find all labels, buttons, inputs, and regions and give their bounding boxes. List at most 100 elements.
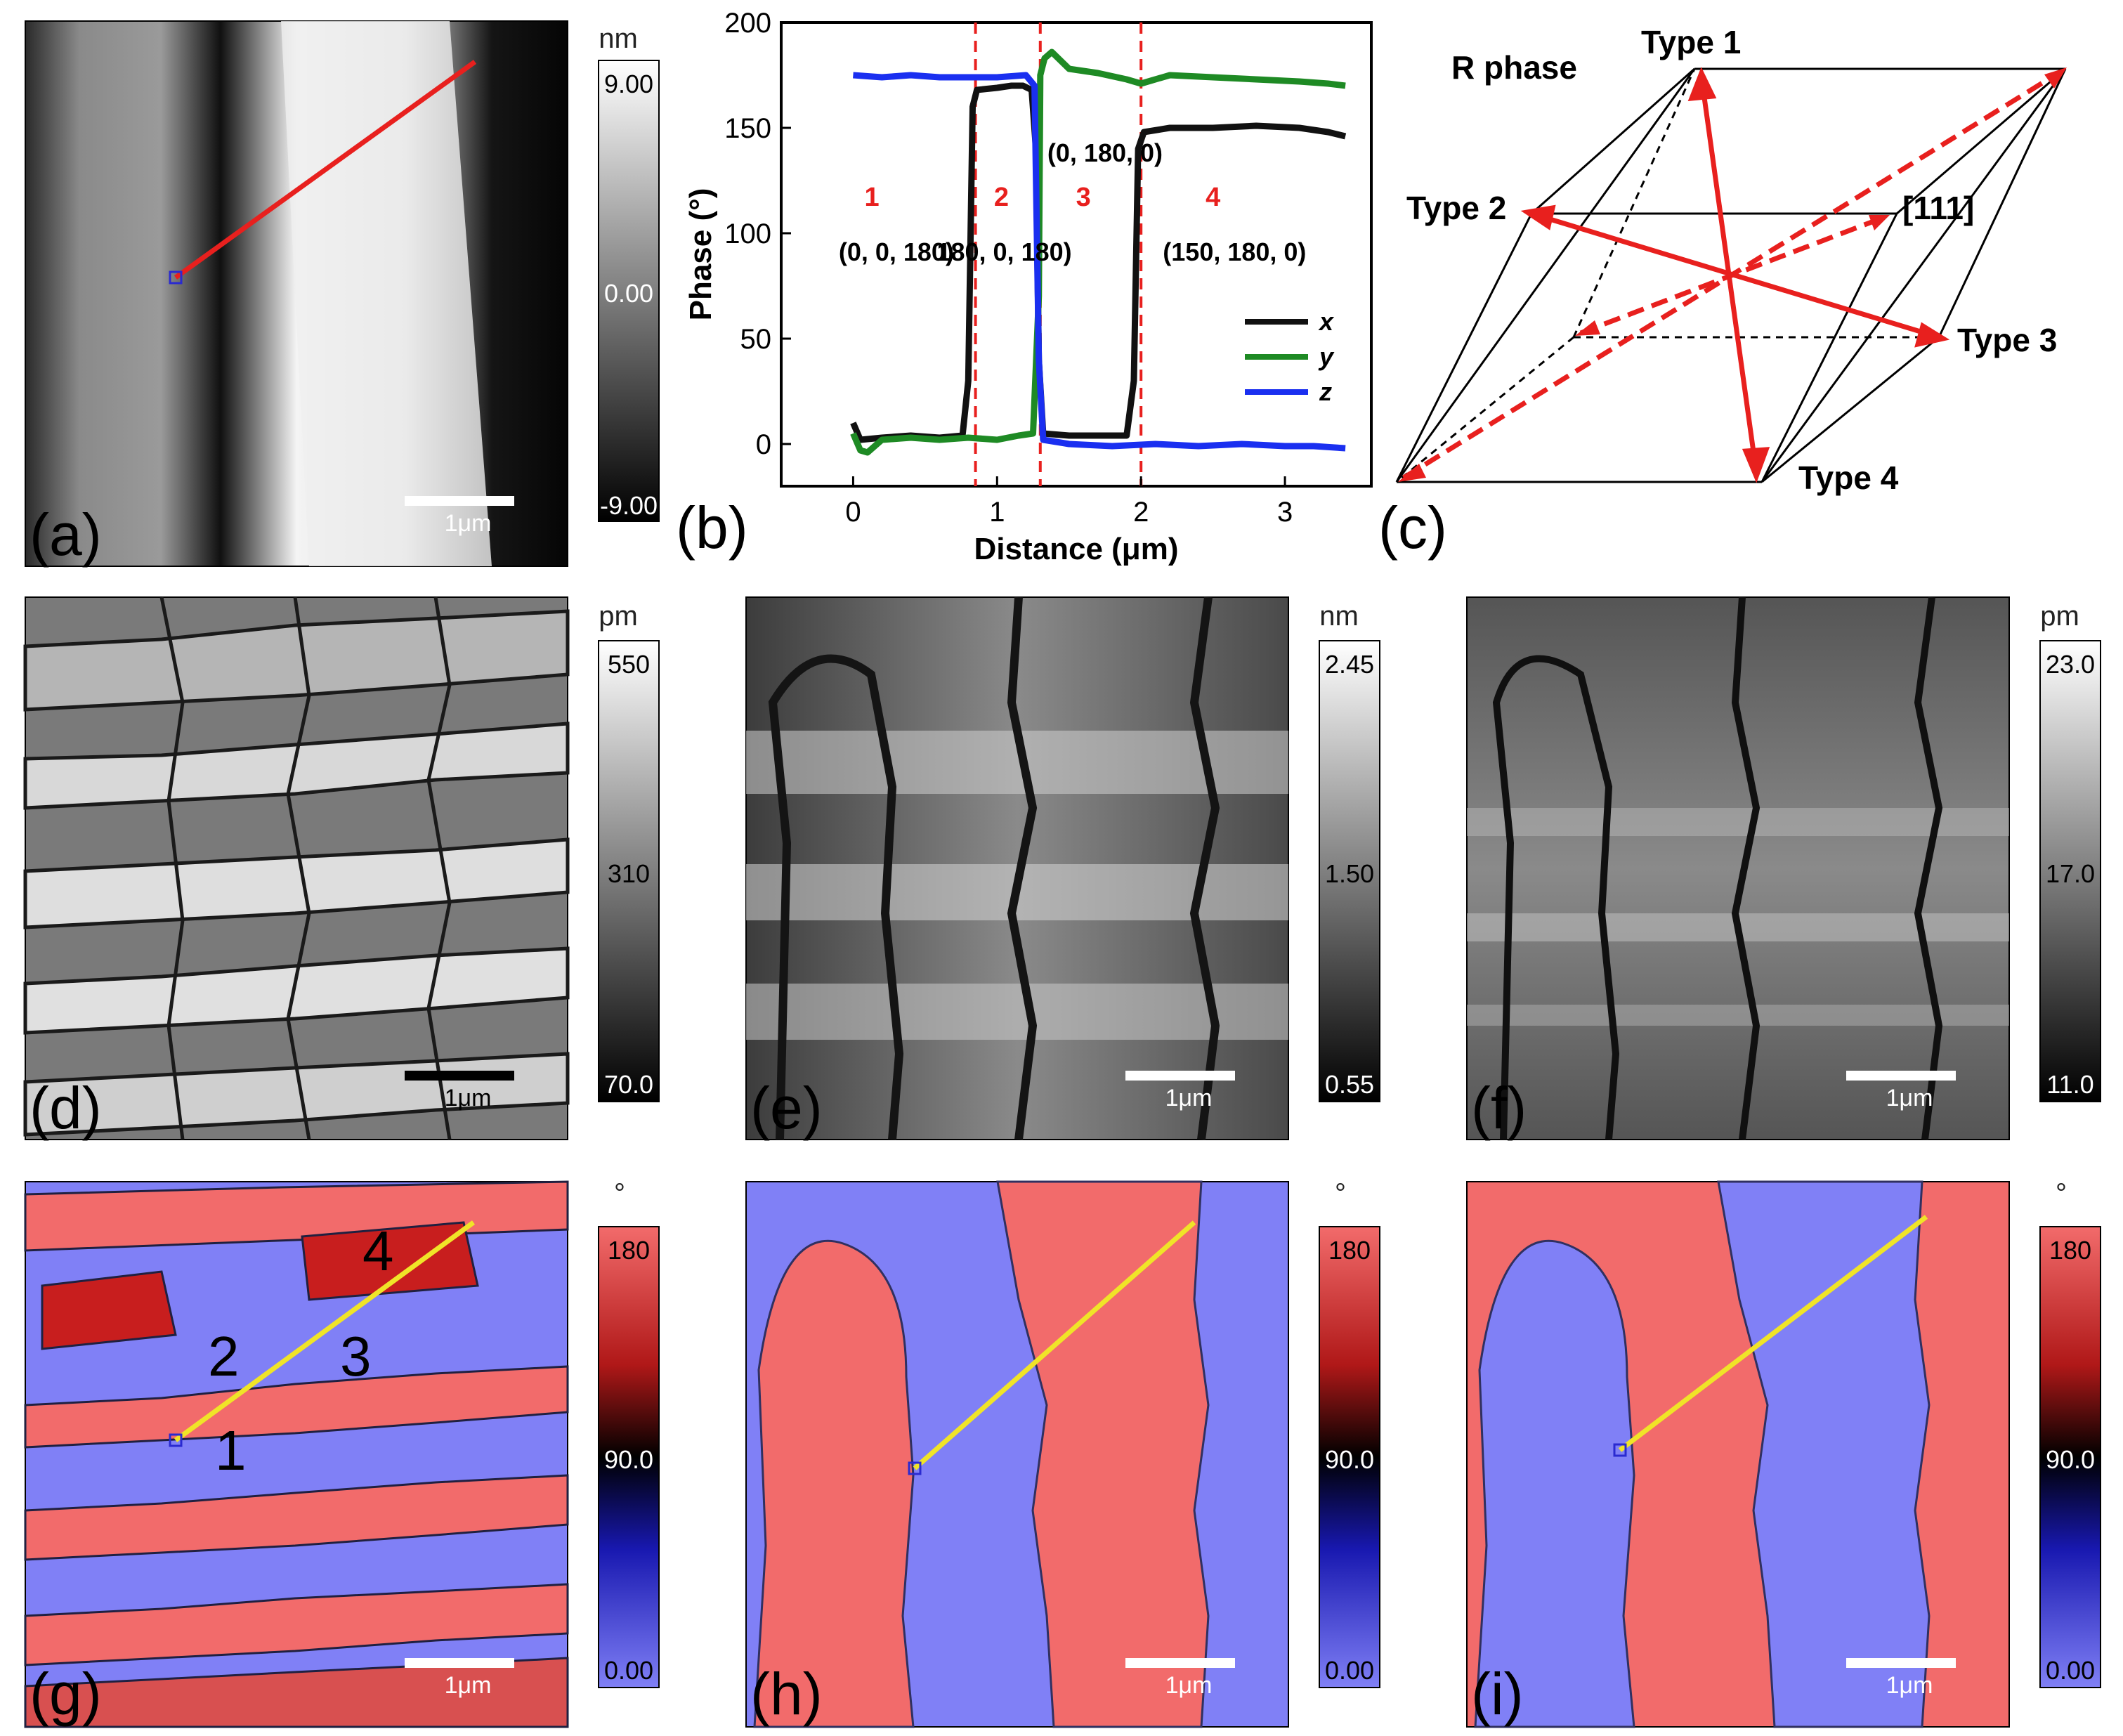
colorbar-unit: ° <box>1335 1178 1346 1209</box>
colorbar-tick-top: 23.0 <box>2046 650 2095 679</box>
x-tick-label: 2 <box>1133 497 1149 528</box>
panel-a: 1μm (a) nm 9.00 0.00 -9.00 <box>25 20 660 568</box>
scale-bar-label: 1μm <box>445 510 492 537</box>
vertical-walls <box>159 596 452 1140</box>
colorbar <box>2039 640 2101 1102</box>
x-axis-label: Distance (μm) <box>974 532 1179 566</box>
panel-h: 1μm (h) ° 180 90.0 0.00 <box>745 1178 1380 1728</box>
segment-coords-3: (0, 180, 0) <box>1047 138 1163 167</box>
domain-walls <box>768 596 1220 1140</box>
x-tick-label: 0 <box>845 497 861 528</box>
colorbar-tick-mid: 310 <box>608 859 650 888</box>
y-axis-label: Phase (°) <box>684 188 718 321</box>
y-tick-label: 0 <box>756 429 771 460</box>
colorbar-unit: pm <box>599 601 638 632</box>
x-tick-label: 1 <box>989 497 1005 528</box>
profile-line <box>174 60 477 280</box>
colorbar-tick-bottom: 0.00 <box>604 1656 653 1685</box>
bright-stripe <box>281 21 492 566</box>
scale-bar-label: 1μm <box>1165 1672 1213 1699</box>
colorbar-tick-top: 9.00 <box>604 70 653 98</box>
legend-label-x: x <box>1318 307 1335 336</box>
colorbar-tick-bottom: -9.00 <box>600 491 658 520</box>
colorbar <box>598 640 660 1102</box>
label-type1: Type 1 <box>1641 24 1741 60</box>
scale-bar <box>405 496 514 506</box>
colorbar-tick-bottom: 0.55 <box>1325 1070 1374 1099</box>
colorbar-tick-top: 2.45 <box>1325 650 1374 679</box>
colorbar-tick-bottom: 0.00 <box>2046 1656 2095 1685</box>
segment-coords-1: (0, 0, 180) <box>839 237 954 266</box>
segment-number-3: 3 <box>1076 183 1091 212</box>
segment-coords-4: (150, 180, 0) <box>1163 237 1306 266</box>
blue-domain-left <box>1474 1239 1635 1728</box>
label-111: [111] <box>1902 190 1974 226</box>
domain-label-2: 2 <box>208 1325 240 1388</box>
colorbar <box>1319 640 1380 1102</box>
colorbar <box>2039 1226 2101 1688</box>
y-tick-label: 100 <box>724 218 771 249</box>
dashed-arrows <box>1402 71 2060 480</box>
scale-bar <box>1125 1658 1235 1668</box>
label-type4: Type 4 <box>1798 459 1899 496</box>
hidden-edges <box>1396 68 1939 483</box>
label-type2: Type 2 <box>1406 190 1506 226</box>
colorbar-tick-bottom: 70.0 <box>604 1070 653 1099</box>
plot-area <box>780 21 1373 488</box>
scale-bar <box>1846 1071 1956 1081</box>
scale-bar-label: 1μm <box>1886 1085 1933 1111</box>
panel-c: R phase Type 1 Type 2 [111] Type 3 Type … <box>1378 24 2067 561</box>
profile-start-marker <box>1613 1443 1627 1457</box>
y-tick-label: 150 <box>724 113 771 144</box>
domain-label-3: 3 <box>340 1325 372 1388</box>
panel-i: 1μm (i) ° 180 90.0 0.00 <box>1466 1178 2101 1728</box>
panel-letter: (c) <box>1378 495 1447 561</box>
profile-start-marker <box>169 1433 183 1447</box>
profile-line <box>913 1220 1196 1470</box>
panel-g: 1 2 3 4 1μm (g) ° 180 90.0 0.00 <box>24 1178 660 1728</box>
colorbar <box>598 60 660 522</box>
series-lines <box>850 48 1347 456</box>
scale-bar <box>1846 1658 1956 1668</box>
red-domain-left <box>753 1239 915 1728</box>
colorbar-tick-mid: 17.0 <box>2046 859 2095 888</box>
colorbar-tick-mid: 1.50 <box>1325 859 1374 888</box>
scale-bar <box>1125 1071 1235 1081</box>
scale-bar <box>405 1658 514 1668</box>
colorbar-tick-top: 180 <box>608 1236 650 1265</box>
y-ticks: 0 50 100 150 200 <box>724 8 791 460</box>
legend-label-z: z <box>1319 377 1332 406</box>
colorbar-tick-top: 180 <box>1328 1236 1371 1265</box>
panel-letter: (i) <box>1471 1661 1524 1727</box>
scale-bar-label: 1μm <box>1886 1672 1933 1699</box>
panel-d: 1μm (d) pm 550 310 70.0 <box>23 596 660 1141</box>
profile-start-marker <box>908 1461 922 1475</box>
segment-number-1: 1 <box>865 183 880 212</box>
legend-label-y: y <box>1318 342 1335 371</box>
colorbar-unit: nm <box>1319 601 1359 632</box>
segment-number-2: 2 <box>994 183 1009 212</box>
rhombohedron-edges <box>1395 67 2067 483</box>
scale-bar-label: 1μm <box>1165 1085 1213 1111</box>
x-ticks: 0 1 2 3 <box>845 476 1293 528</box>
domain-label-1: 1 <box>215 1419 247 1482</box>
colorbar-unit: pm <box>2040 601 2079 632</box>
scale-bar-label: 1μm <box>445 1085 492 1111</box>
colorbar-tick-mid: 0.00 <box>604 279 653 308</box>
colorbar-unit: nm <box>599 23 638 54</box>
colorbar-unit: ° <box>2056 1178 2067 1209</box>
red-domain-right <box>996 1180 1210 1728</box>
x-tick-label: 3 <box>1277 497 1293 528</box>
panel-letter: (f) <box>1471 1075 1527 1141</box>
panel-letter: (d) <box>30 1075 102 1141</box>
scale-bar-label: 1μm <box>445 1672 492 1699</box>
panel-letter: (e) <box>750 1075 823 1141</box>
segment-coords-2: 180, 0, 180) <box>936 237 1071 266</box>
colorbar <box>598 1226 660 1688</box>
panel-e: 1μm (e) nm 2.45 1.50 0.55 <box>745 596 1380 1141</box>
colorbar-tick-mid: 90.0 <box>1325 1445 1374 1474</box>
dashed-arrow-heads <box>1398 67 2067 482</box>
colorbar-unit: ° <box>614 1178 625 1209</box>
series-line-z <box>853 72 1346 452</box>
scale-bar <box>405 1071 514 1081</box>
